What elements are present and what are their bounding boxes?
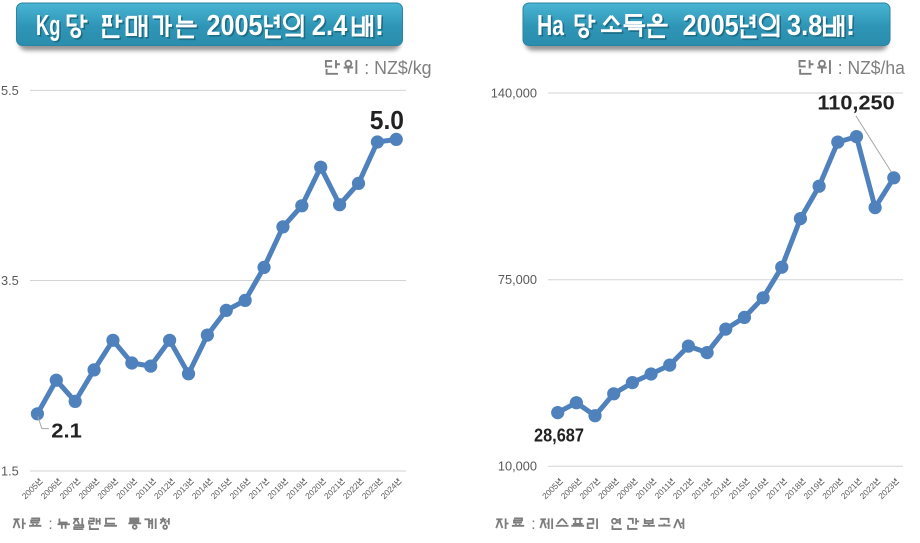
svg-text:2.1: 2.1 bbox=[51, 421, 82, 443]
svg-text:!: ! bbox=[846, 9, 855, 41]
svg-text:2005: 2005 bbox=[208, 11, 264, 43]
svg-text:2005: 2005 bbox=[207, 9, 263, 41]
svg-text:: NZ$/ha: : NZ$/ha bbox=[833, 57, 906, 78]
svg-text:1.5: 1.5 bbox=[1, 464, 19, 479]
svg-text:3.8: 3.8 bbox=[789, 11, 825, 43]
svg-text:2.4: 2.4 bbox=[313, 11, 349, 43]
svg-text:Ha: Ha bbox=[537, 9, 564, 41]
svg-text:!: ! bbox=[375, 9, 384, 41]
svg-text:2.4: 2.4 bbox=[312, 9, 348, 41]
svg-text:5.0: 5.0 bbox=[370, 105, 404, 135]
svg-text:2005: 2005 bbox=[684, 11, 740, 43]
svg-text:28,687: 28,687 bbox=[534, 425, 584, 446]
svg-text:75,000: 75,000 bbox=[498, 272, 537, 287]
svg-text:3.8: 3.8 bbox=[787, 9, 823, 41]
svg-text:2005: 2005 bbox=[683, 9, 739, 41]
svg-text:Ha: Ha bbox=[539, 11, 566, 43]
svg-text:110,250: 110,250 bbox=[817, 93, 894, 115]
svg-text:140,000: 140,000 bbox=[491, 85, 537, 100]
svg-text:: NZ$/kg: : NZ$/kg bbox=[359, 57, 431, 78]
svg-text:!: ! bbox=[848, 11, 857, 43]
svg-text::: : bbox=[44, 516, 57, 533]
svg-text:Kg: Kg bbox=[38, 11, 63, 43]
svg-text::: : bbox=[527, 516, 540, 533]
svg-text:Kg: Kg bbox=[36, 9, 61, 41]
svg-text:5.5: 5.5 bbox=[1, 83, 19, 98]
svg-text:3.5: 3.5 bbox=[1, 273, 19, 288]
svg-text:10,000: 10,000 bbox=[498, 459, 537, 474]
svg-text:!: ! bbox=[376, 11, 385, 43]
